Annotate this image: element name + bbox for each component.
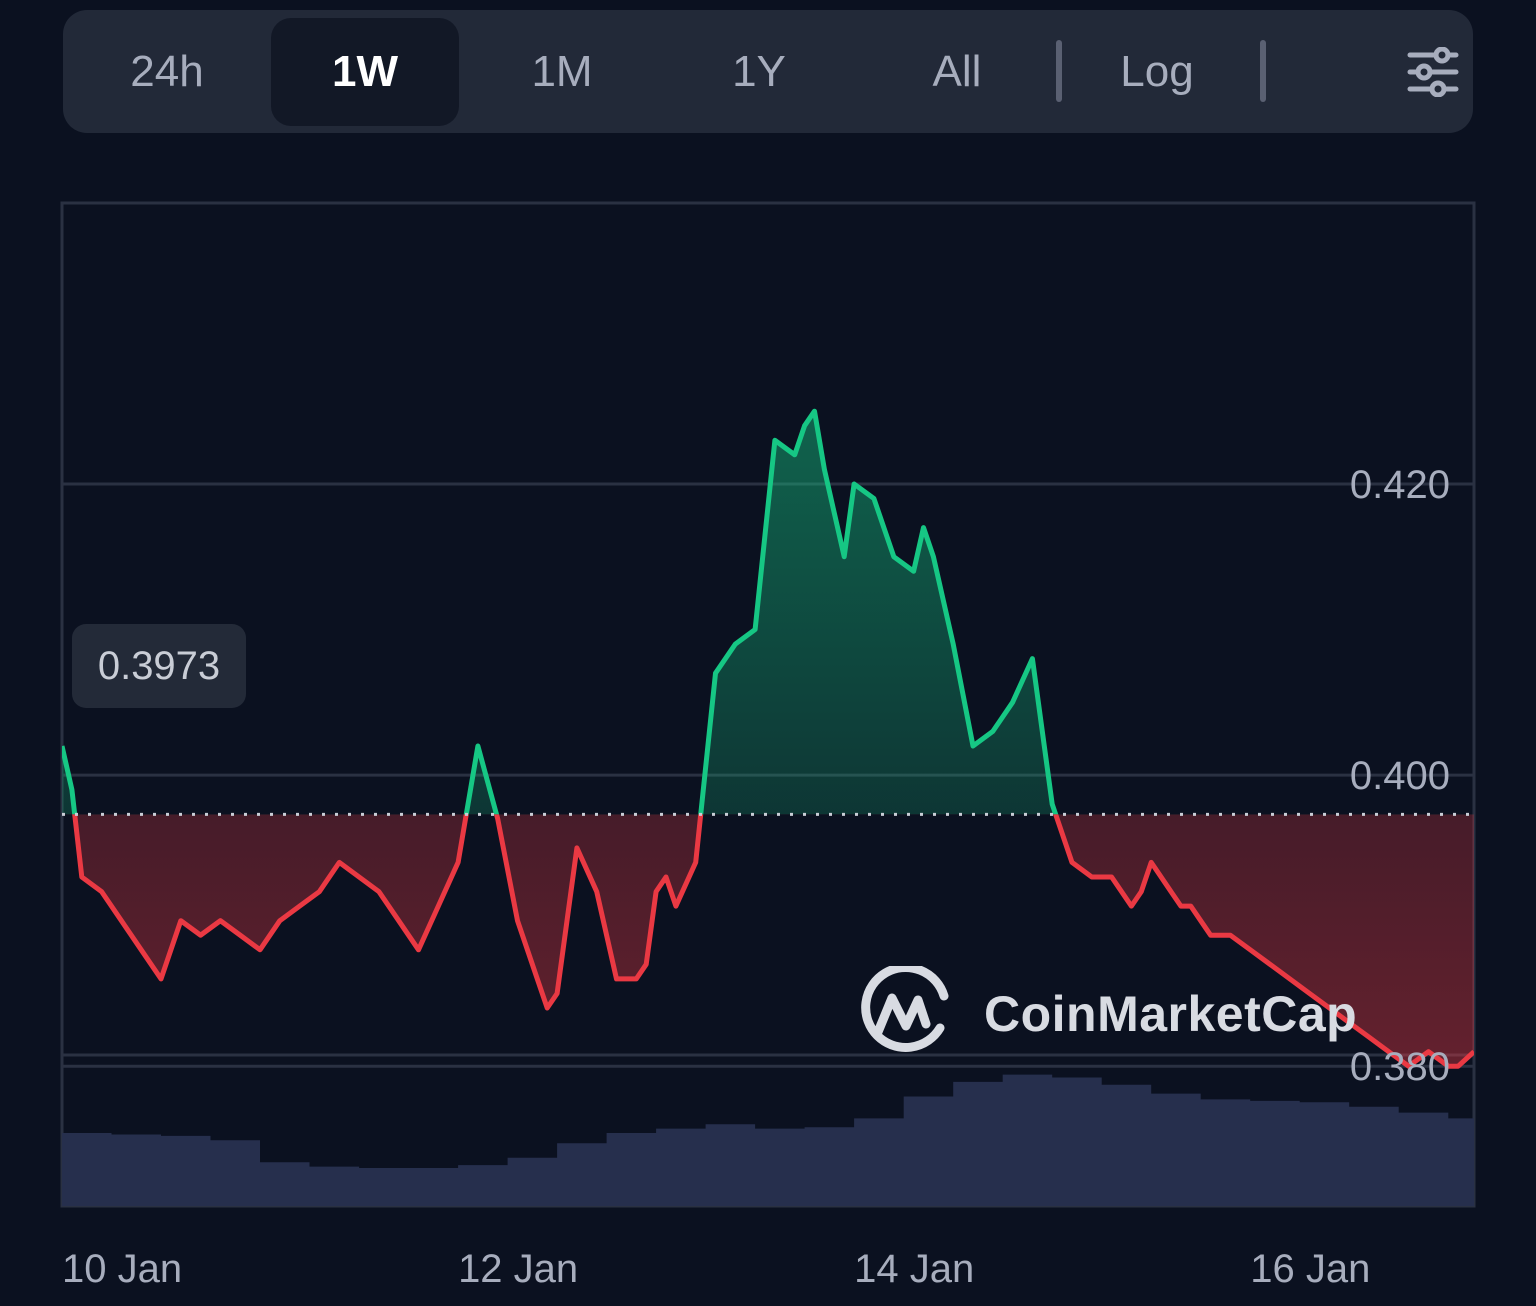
coinmarketcap-logo-icon <box>861 966 949 1052</box>
y-tick-label: 0.380 <box>1350 1045 1450 1089</box>
price-area-above-reference <box>62 411 1474 815</box>
log-scale-button[interactable]: Log <box>1120 47 1194 96</box>
x-tick-label: 12 Jan <box>458 1247 578 1291</box>
sliders-icon <box>1407 47 1459 97</box>
price-line-above-reference <box>62 408 1059 815</box>
x-tick-label: 16 Jan <box>1250 1247 1370 1291</box>
watermark: CoinMarketCap <box>860 966 1357 1062</box>
range-1y-button[interactable]: 1Y <box>732 47 786 96</box>
range-all-button[interactable]: All <box>932 47 982 96</box>
toolbar-divider <box>1056 40 1062 102</box>
range-1m-button[interactable]: 1M <box>531 47 593 96</box>
price-line-below-reference <box>72 814 1474 1069</box>
volume-area <box>62 1074 1474 1206</box>
reference-price-tag: 0.3973 <box>72 624 246 708</box>
toolbar-divider <box>1260 40 1266 102</box>
price-area-below-reference <box>74 814 1474 1067</box>
x-tick-label: 10 Jan <box>62 1247 182 1291</box>
range-24h-button[interactable]: 24h <box>130 47 204 96</box>
time-range-toolbar: 24h 1W 1M 1Y All Log <box>63 10 1473 133</box>
x-tick-label: 14 Jan <box>854 1247 974 1291</box>
settings-button[interactable] <box>1333 18 1533 126</box>
range-1w-button[interactable]: 1W <box>271 18 459 126</box>
y-tick-label: 0.400 <box>1350 754 1450 798</box>
y-tick-label: 0.420 <box>1350 463 1450 507</box>
watermark-text: CoinMarketCap <box>984 986 1358 1042</box>
